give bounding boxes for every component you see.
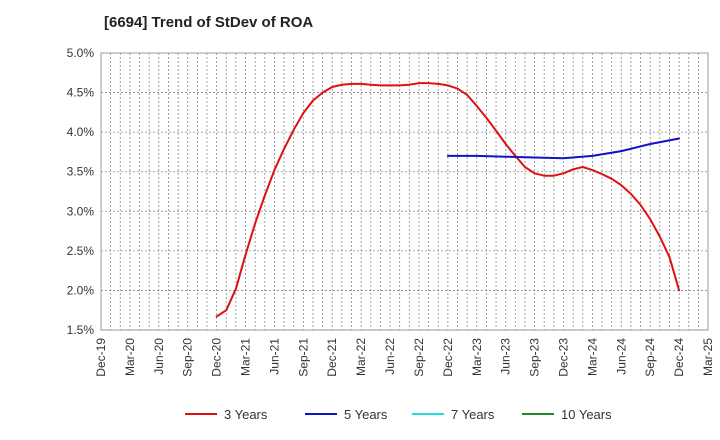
x-tick-label: Dec-23 (556, 338, 570, 377)
plot-frame (100, 52, 709, 331)
y-tick-label: 4.0% (67, 125, 95, 139)
x-tick-label: Dec-19 (94, 338, 108, 377)
x-tick-label: Dec-24 (672, 338, 686, 377)
y-tick-label: 1.5% (67, 323, 95, 337)
x-tick-label: Dec-22 (441, 338, 455, 377)
y-tick-label: 3.0% (67, 204, 95, 218)
legend: 3 Years 5 Years 7 Years 10 Years (185, 407, 612, 422)
x-tick-label: Mar-25 (701, 338, 715, 376)
chart-title: [6694] Trend of StDev of ROA (104, 14, 314, 31)
x-tick-label: Mar-22 (354, 338, 368, 376)
series-line-3-years (215, 82, 681, 318)
legend-label: 3 Years (224, 407, 268, 422)
y-tick-label: 3.5% (67, 165, 95, 179)
legend-item: 10 Years (522, 407, 612, 422)
x-tick-label: Sep-23 (528, 338, 542, 377)
x-tick-label: Dec-21 (325, 338, 339, 377)
x-tick-label: Dec-20 (210, 338, 224, 377)
y-tick-label: 2.5% (67, 244, 95, 258)
legend-label: 7 Years (451, 407, 495, 422)
series-layer (215, 82, 681, 318)
x-tick-label: Sep-21 (296, 338, 310, 377)
x-tick-label: Mar-20 (123, 338, 137, 376)
legend-label: 5 Years (344, 407, 388, 422)
legend-item: 5 Years (305, 407, 388, 422)
x-tick-label: Mar-23 (470, 338, 484, 376)
x-tick-label: Sep-20 (181, 338, 195, 377)
x-tick-label: Sep-24 (643, 338, 657, 377)
series-line-5-years (446, 137, 681, 160)
x-tick-label: Jun-22 (383, 338, 397, 375)
y-tick-label: 4.5% (67, 86, 95, 100)
plot-background (101, 53, 708, 330)
y-tick-label: 2.0% (67, 283, 95, 297)
x-tick-label: Jun-21 (267, 338, 281, 375)
legend-item: 7 Years (412, 407, 495, 422)
x-tick-label: Jun-23 (499, 338, 513, 375)
axis-layer: 5.0% 4.5% 4.0% 3.5% 3.0% 2.5% 2.0% 1.5%Dec-19 Ma… (67, 46, 715, 377)
x-tick-label: Mar-21 (239, 338, 253, 376)
x-tick-label: Mar-24 (585, 338, 599, 376)
x-tick-label: Jun-20 (152, 338, 166, 375)
legend-item: 3 Years (185, 407, 268, 422)
y-tick-label: 5.0% (67, 46, 95, 60)
x-tick-label: Jun-24 (614, 338, 628, 375)
legend-label: 10 Years (561, 407, 612, 422)
x-tick-label: Sep-22 (412, 338, 426, 377)
